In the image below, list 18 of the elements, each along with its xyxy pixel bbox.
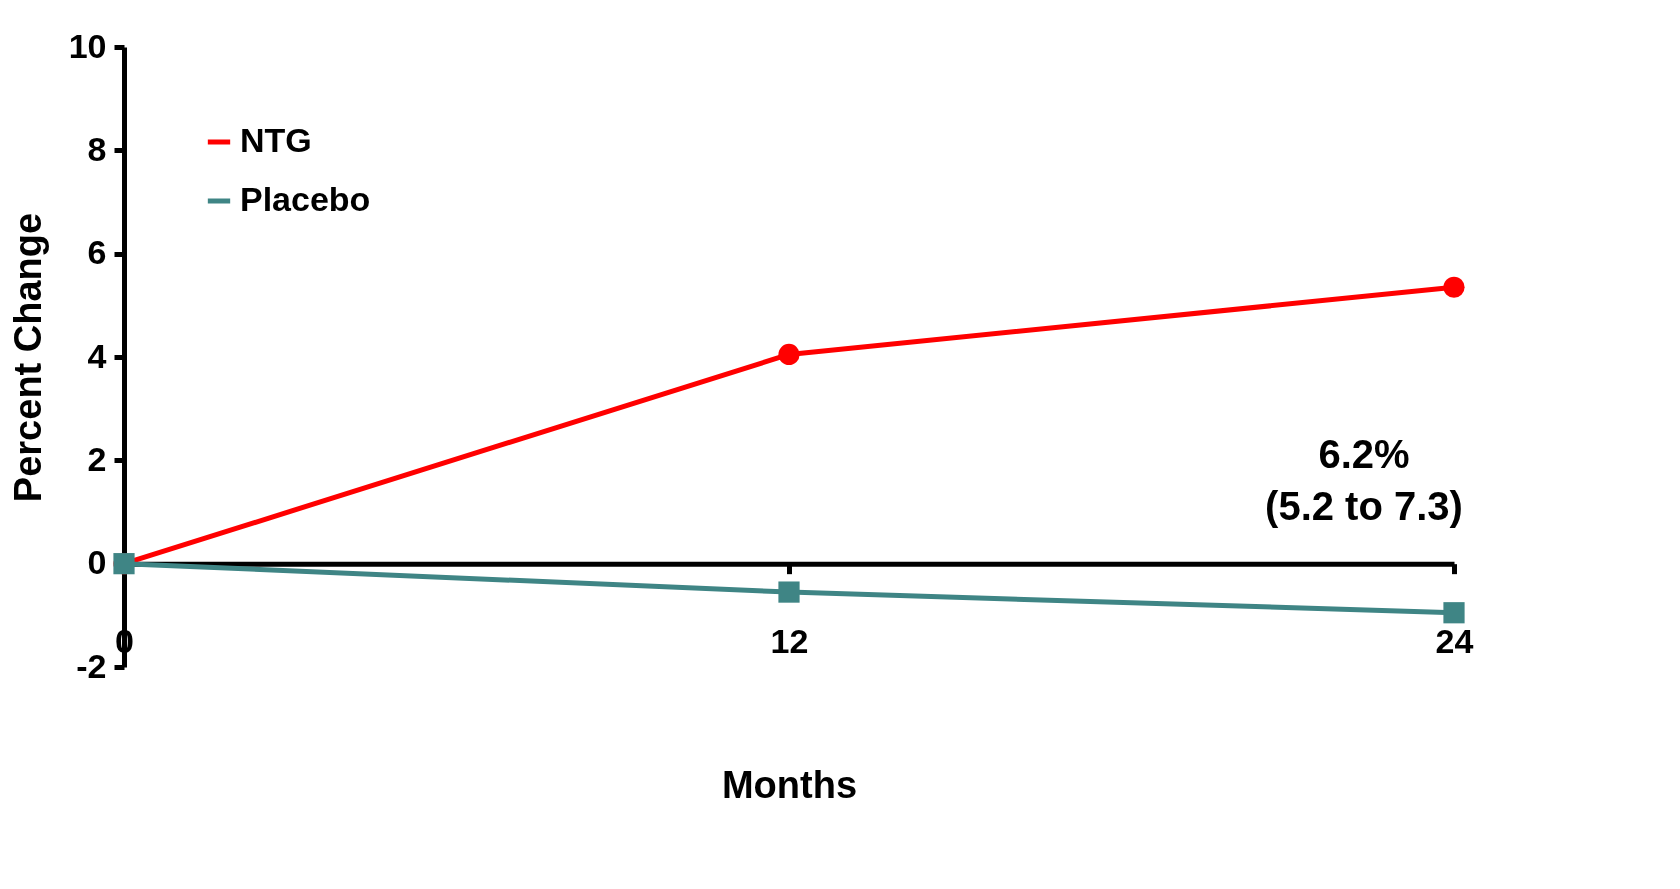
y-tick-label: 8 xyxy=(87,129,107,168)
x-axis-title: Months xyxy=(721,763,858,806)
legend-label: Placebo xyxy=(240,180,371,218)
y-tick-label: 4 xyxy=(87,336,107,375)
point xyxy=(778,343,800,365)
point xyxy=(778,581,800,603)
y-tick-label: 6 xyxy=(87,233,107,272)
y-tick-label: 2 xyxy=(87,439,107,478)
annotation: 6.2% (5.2 to 7.3) xyxy=(1265,432,1463,529)
y-tick-label: -2 xyxy=(76,646,107,685)
point xyxy=(1443,276,1465,298)
y-tick-label: 10 xyxy=(68,26,107,65)
legend-label: NTG xyxy=(240,121,312,159)
x-tick-label: 12 xyxy=(770,622,809,661)
y-tick-label: 0 xyxy=(87,543,107,582)
point xyxy=(1443,602,1465,624)
x-tick-label: 24 xyxy=(1435,622,1474,661)
y-axis-title: Percent Change xyxy=(6,212,49,503)
